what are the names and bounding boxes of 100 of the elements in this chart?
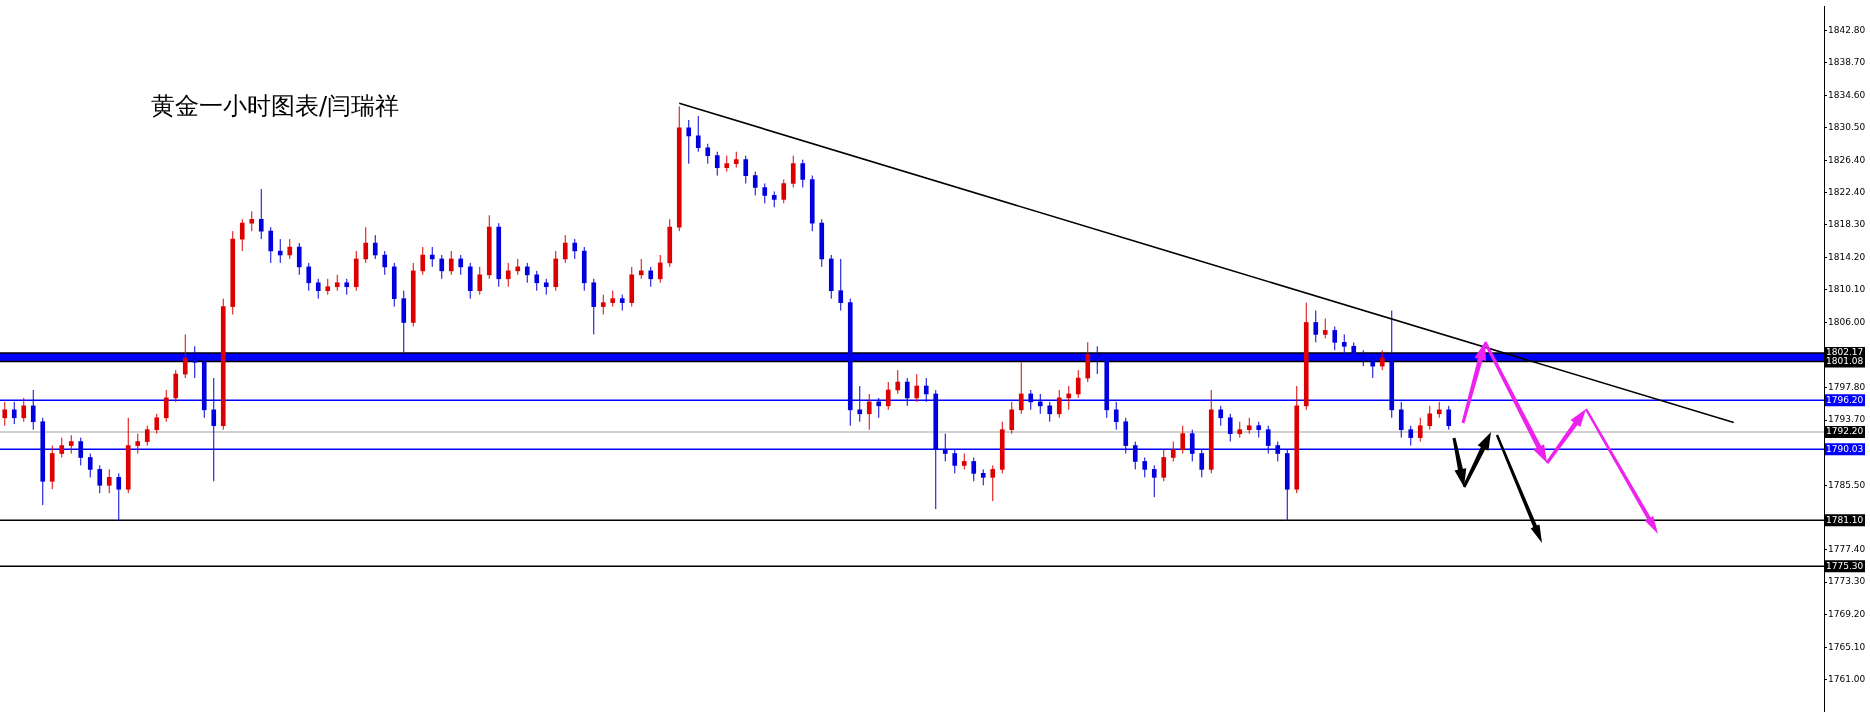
candlestick	[600, 294, 606, 316]
candlestick	[1427, 405, 1433, 431]
candlestick	[477, 266, 483, 296]
candlestick	[1227, 413, 1233, 443]
candlestick	[11, 401, 17, 425]
y-tick-label: 1842.80	[1828, 24, 1866, 35]
candlestick	[1161, 449, 1167, 482]
candlestick	[372, 234, 378, 260]
candlestick	[695, 115, 701, 153]
candlestick	[458, 254, 464, 276]
candlestick	[439, 254, 445, 280]
y-tick-label: 1838.70	[1828, 57, 1866, 68]
candlestick	[277, 238, 283, 264]
candlestick	[135, 433, 141, 454]
candlestick	[952, 449, 958, 474]
candlestick	[1047, 401, 1053, 423]
candlestick	[914, 373, 920, 403]
y-tick-label: 1806.00	[1828, 316, 1866, 327]
candlestick	[1265, 425, 1271, 454]
candlestick	[306, 262, 312, 292]
candlestick	[524, 262, 530, 284]
y-tick-label: 1818.30	[1828, 219, 1866, 230]
candlestick	[1170, 441, 1176, 462]
candlestick	[287, 238, 293, 260]
candlestick	[68, 434, 74, 454]
candlestick	[572, 238, 578, 260]
candlestick	[211, 377, 217, 482]
candlestick	[78, 437, 84, 466]
y-tick-label: 1830.50	[1828, 122, 1866, 133]
ref-line-label: 1802.17	[1826, 347, 1864, 358]
candlestick	[192, 345, 198, 379]
candlestick	[990, 464, 996, 502]
candlestick	[2, 401, 8, 427]
y-tick-label: 1773.30	[1828, 576, 1866, 587]
candlestick	[315, 278, 321, 300]
candlestick	[505, 262, 511, 288]
y-tick-label: 1814.20	[1828, 251, 1866, 262]
candlestick	[1313, 310, 1319, 343]
candlestick	[1028, 389, 1034, 411]
candlestick	[420, 246, 426, 276]
y-tick-label: 1822.40	[1828, 186, 1866, 197]
candlestick	[1408, 425, 1414, 447]
candlestick	[97, 464, 103, 494]
candlestick	[1094, 345, 1100, 375]
candlestick	[904, 377, 910, 407]
candlestick	[857, 385, 863, 423]
y-tick-label: 1793.70	[1828, 414, 1866, 425]
candlestick	[1132, 441, 1138, 470]
candlestick	[382, 250, 388, 276]
candlestick	[762, 182, 768, 204]
candlestick	[239, 218, 245, 252]
candlestick	[163, 389, 169, 423]
candlestick	[885, 381, 891, 411]
candlestick	[1113, 401, 1119, 431]
candlestick	[942, 433, 948, 462]
y-tick-label: 1769.20	[1828, 609, 1866, 620]
candlestick	[448, 250, 454, 276]
candlestick	[895, 369, 901, 395]
candlestick	[534, 270, 540, 292]
y-tick-label: 1777.40	[1828, 543, 1866, 554]
candlestick	[752, 171, 758, 196]
candlestick	[182, 333, 188, 379]
y-tick-label: 1797.80	[1828, 381, 1866, 392]
candlestick	[800, 159, 806, 188]
candlestick	[30, 389, 36, 431]
candlestick	[1341, 333, 1347, 355]
candlestick	[838, 258, 844, 312]
candlestick	[743, 155, 749, 184]
candlestick	[1370, 353, 1376, 379]
y-tick-label: 1761.00	[1828, 674, 1866, 685]
candlestick	[1417, 417, 1423, 443]
candlestick	[657, 254, 663, 284]
candlestick	[116, 472, 122, 522]
candlestick	[1075, 369, 1081, 399]
candlestick	[866, 393, 872, 431]
candlestick	[1180, 425, 1186, 454]
candlestick	[781, 179, 787, 204]
y-tick-label: 1810.10	[1828, 284, 1866, 295]
candlestick	[971, 456, 977, 482]
candlestick	[562, 234, 568, 264]
candlestick	[249, 210, 255, 232]
ref-line-label: 1775.30	[1826, 560, 1864, 571]
candlestick	[59, 437, 65, 458]
candlestick	[1398, 401, 1404, 439]
candlestick	[714, 151, 720, 177]
candlestick	[154, 413, 160, 435]
candlestick	[1446, 405, 1452, 431]
ref-line-label: 1801.08	[1826, 355, 1864, 366]
candlestick	[1018, 361, 1024, 415]
candlestick	[1142, 456, 1148, 478]
candlestick	[1037, 393, 1043, 415]
y-tick-label: 1765.10	[1828, 641, 1866, 652]
y-tick-label: 1826.40	[1828, 154, 1866, 165]
ref-line-label: 1792.20	[1826, 426, 1864, 437]
candlestick	[144, 425, 150, 447]
candlestick	[429, 246, 435, 268]
y-tick-label: 1785.50	[1828, 479, 1866, 490]
candlestick	[1332, 325, 1338, 351]
candlestick	[686, 119, 692, 165]
y-tick-label: 1834.60	[1828, 89, 1866, 100]
